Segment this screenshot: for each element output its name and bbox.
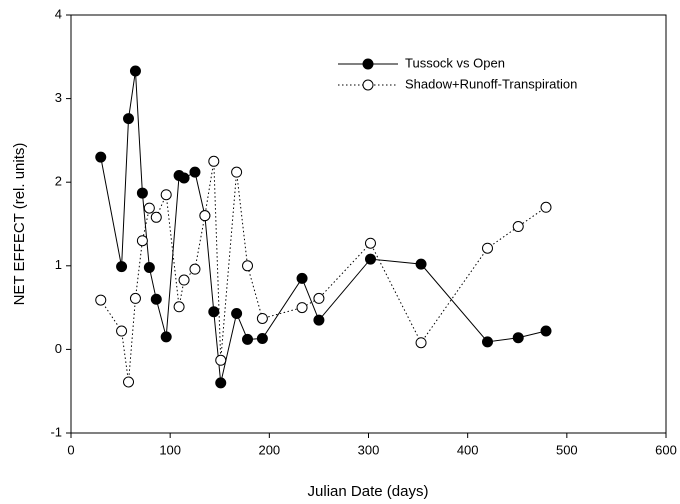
data-point	[540, 201, 552, 213]
data-point	[136, 235, 148, 247]
x-tick-label: 400	[457, 442, 479, 457]
data-point	[150, 293, 162, 305]
x-tick-label: 600	[655, 442, 677, 457]
y-tick-label: -1	[50, 424, 62, 439]
data-point	[178, 172, 190, 184]
data-point	[189, 166, 201, 178]
legend-label: Tussock vs Open	[405, 55, 505, 70]
data-point	[415, 337, 427, 349]
y-tick-label: 4	[55, 6, 62, 21]
data-point	[160, 331, 172, 343]
data-point	[173, 301, 185, 313]
data-point	[189, 263, 201, 275]
x-tick-label: 300	[358, 442, 380, 457]
x-tick-label: 500	[556, 442, 578, 457]
data-point	[136, 187, 148, 199]
data-point	[208, 155, 220, 167]
data-point	[242, 260, 254, 272]
data-point	[143, 202, 155, 214]
data-point	[296, 272, 308, 284]
data-point	[296, 302, 308, 314]
data-point	[364, 253, 376, 265]
data-point	[95, 294, 107, 306]
legend-marker	[362, 58, 374, 70]
x-tick-label: 0	[67, 442, 74, 457]
data-point	[482, 336, 493, 348]
x-tick-label: 200	[258, 442, 280, 457]
data-point	[208, 306, 220, 318]
data-point	[482, 242, 493, 254]
y-tick-label: 0	[55, 341, 62, 356]
data-point	[242, 333, 254, 345]
y-tick-label: 3	[55, 90, 62, 105]
data-point	[364, 237, 376, 249]
data-point	[178, 274, 190, 286]
data-point	[129, 292, 141, 304]
data-point	[150, 211, 162, 223]
data-point	[215, 354, 227, 366]
data-point	[143, 261, 155, 273]
y-axis-label: NET EFFECT (rel. units)	[11, 143, 28, 306]
x-tick-label: 100	[159, 442, 181, 457]
data-point	[215, 377, 227, 389]
data-point	[256, 333, 268, 345]
data-point	[512, 332, 524, 344]
x-axis-label: Julian Date (days)	[308, 483, 429, 500]
legend-marker	[362, 79, 374, 91]
data-point	[512, 221, 524, 233]
series-line	[100, 161, 547, 383]
data-point	[540, 325, 552, 337]
data-point	[123, 113, 135, 125]
y-tick-label: 1	[55, 257, 62, 272]
data-point	[129, 65, 141, 77]
data-point	[256, 312, 268, 324]
data-point	[415, 258, 427, 270]
data-point	[313, 314, 325, 326]
data-point	[95, 151, 107, 163]
legend-label: Shadow+Runoff-Transpiration	[405, 76, 577, 91]
data-point	[123, 376, 135, 388]
data-point	[231, 307, 243, 319]
data-point	[313, 292, 325, 304]
data-point	[231, 166, 243, 178]
data-point	[160, 189, 172, 201]
data-point	[116, 325, 128, 337]
data-point	[199, 210, 211, 222]
data-point	[116, 261, 128, 273]
y-tick-label: 2	[55, 174, 62, 189]
